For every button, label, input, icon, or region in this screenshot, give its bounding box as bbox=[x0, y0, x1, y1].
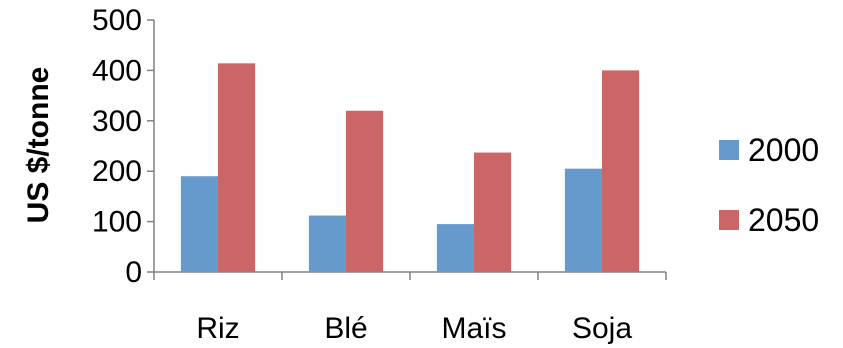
y-tick-label: 400 bbox=[92, 54, 142, 87]
legend-swatch bbox=[719, 210, 739, 230]
y-tick-label: 100 bbox=[92, 206, 142, 239]
legend-label: 2050 bbox=[748, 202, 819, 238]
bar bbox=[602, 70, 640, 273]
y-axis: 0 100 200 300 400 500 bbox=[92, 4, 155, 289]
bar bbox=[180, 176, 218, 272]
x-axis: Riz Blé Maïs Soja bbox=[153, 271, 667, 345]
bar bbox=[308, 215, 346, 272]
category-label: Maïs bbox=[441, 312, 506, 345]
legend-swatch bbox=[719, 140, 739, 160]
bar bbox=[436, 224, 474, 272]
y-tick-label: 0 bbox=[125, 256, 142, 289]
y-axis-label: US $/tonne bbox=[22, 67, 55, 224]
bar bbox=[474, 152, 512, 272]
category-label: Soja bbox=[572, 312, 632, 345]
bars bbox=[180, 63, 640, 273]
y-tick-label: 500 bbox=[92, 4, 142, 37]
bar bbox=[218, 63, 256, 273]
category-label: Riz bbox=[196, 312, 239, 345]
legend-label: 2000 bbox=[748, 132, 819, 168]
bar bbox=[346, 110, 384, 272]
legend: 2000 2050 bbox=[719, 132, 819, 238]
category-label: Blé bbox=[324, 312, 367, 345]
y-tick-label: 300 bbox=[92, 105, 142, 138]
bar bbox=[564, 168, 602, 272]
y-tick-label: 200 bbox=[92, 155, 142, 188]
